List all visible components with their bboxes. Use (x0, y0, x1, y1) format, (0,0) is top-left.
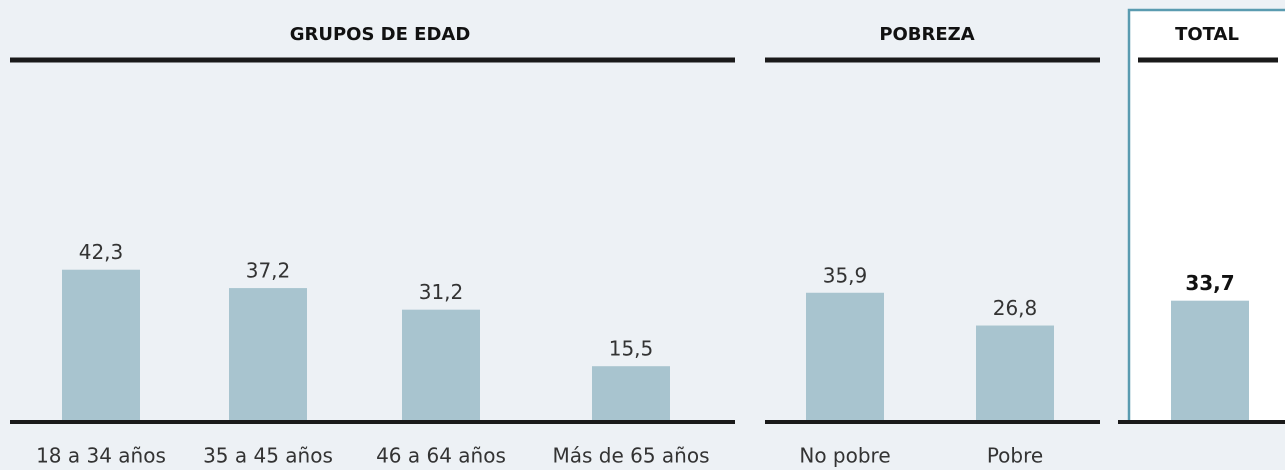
category-label: Pobre (987, 444, 1043, 468)
bar (976, 325, 1054, 422)
bar (402, 309, 480, 422)
value-label: 31,2 (419, 280, 464, 304)
bar (229, 288, 307, 422)
value-label: 37,2 (246, 259, 291, 283)
bar (806, 292, 884, 422)
category-label: Más de 65 años (552, 444, 709, 468)
category-label: 35 a 45 años (203, 444, 333, 468)
bar (1171, 300, 1249, 422)
value-label: 33,7 (1185, 271, 1234, 295)
value-label: 35,9 (823, 263, 868, 287)
value-label: 42,3 (79, 240, 124, 264)
value-label: 26,8 (993, 296, 1038, 320)
bar (62, 269, 140, 422)
bar (592, 366, 670, 422)
category-label: No pobre (799, 444, 890, 468)
panel-title: GRUPOS DE EDAD (290, 24, 471, 45)
panel-title: TOTAL (1175, 24, 1239, 45)
category-label: 18 a 34 años (36, 444, 166, 468)
category-label: 46 a 64 años (376, 444, 506, 468)
panel-title: POBREZA (879, 24, 974, 45)
value-label: 15,5 (609, 337, 654, 361)
